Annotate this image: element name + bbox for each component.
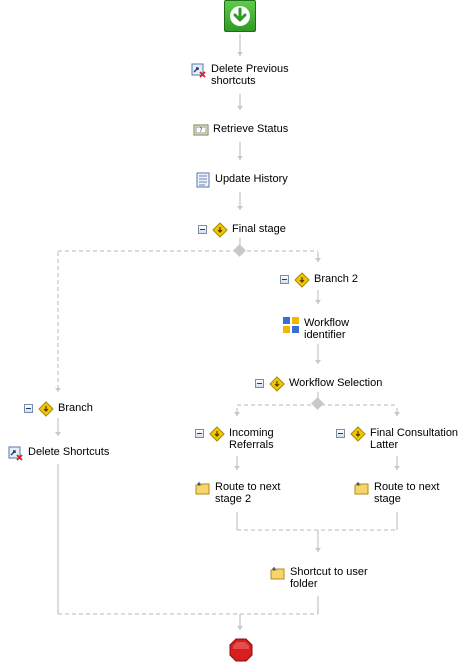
activity-label: Delete Shortcuts: [28, 446, 110, 458]
activity-label: Delete Previous: [211, 63, 289, 75]
history-icon: [196, 172, 210, 188]
collapse-toggle[interactable]: [255, 379, 264, 388]
activity-label: identifier: [304, 329, 346, 341]
collapse-toggle[interactable]: [280, 275, 289, 284]
stop-icon: [229, 638, 253, 662]
activity-label: folder: [290, 578, 318, 590]
activity-label: Route to next: [215, 481, 281, 493]
activity-label: Workflow Selection: [289, 377, 383, 389]
activity-label: Shortcut to user: [290, 566, 368, 578]
decision-icon: [209, 426, 225, 442]
activity-label: stage: [374, 493, 401, 505]
activity-label: shortcuts: [211, 75, 256, 87]
activity-final-consultation-latter[interactable]: Final Consultation Latter: [336, 426, 458, 451]
activity-final-stage[interactable]: Final stage: [198, 222, 286, 238]
decision-icon: [38, 401, 54, 417]
folder-route-icon: [270, 567, 285, 580]
branch-diamond: [311, 397, 324, 410]
activity-delete-previous-shortcuts[interactable]: Delete Previous shortcuts: [191, 62, 289, 87]
folder-route-icon: [195, 482, 210, 495]
status-icon: ?: [193, 124, 209, 136]
activity-update-history[interactable]: Update History: [195, 172, 288, 188]
activity-label: Branch 2: [314, 273, 359, 285]
delete-shortcut-icon: [8, 446, 23, 461]
activity-label: Route to next: [374, 481, 440, 493]
activity-label: Update History: [215, 173, 288, 185]
activity-branch[interactable]: Branch: [24, 401, 93, 417]
activity-label: Incoming: [229, 427, 274, 439]
activity-label: stage 2: [215, 493, 252, 505]
activity-label: Branch: [58, 402, 93, 414]
decision-icon: [269, 376, 285, 392]
svg-text:?: ?: [199, 127, 202, 134]
activity-retrieve-status[interactable]: ? Retrieve Status: [193, 122, 288, 138]
stop-node[interactable]: [229, 638, 253, 662]
delete-shortcut-icon: [191, 63, 206, 78]
decision-icon: [350, 426, 366, 442]
activity-workflow-selection[interactable]: Workflow Selection: [255, 376, 382, 392]
collapse-toggle[interactable]: [198, 225, 207, 234]
collapse-toggle[interactable]: [195, 429, 204, 438]
decision-icon: [294, 272, 310, 288]
activity-route-next-stage-2[interactable]: Route to next stage 2: [195, 480, 280, 505]
activity-label: Workflow: [304, 317, 350, 329]
activity-route-next-stage[interactable]: Route to next stage: [354, 480, 439, 505]
folder-route-icon: [354, 482, 369, 495]
activity-label: Retrieve Status: [213, 123, 289, 135]
activity-label: Referrals: [229, 439, 274, 451]
activity-incoming-referrals[interactable]: Incoming Referrals: [195, 426, 274, 451]
start-node[interactable]: [224, 0, 256, 32]
activity-label: Latter: [370, 439, 399, 451]
collapse-toggle[interactable]: [24, 404, 33, 413]
start-icon: [230, 6, 250, 26]
activity-workflow-identifier[interactable]: Workflow identifier: [282, 316, 349, 341]
activity-label: Final Consultation: [370, 427, 459, 439]
workflow-identifier-icon: [283, 317, 299, 333]
decision-icon: [212, 222, 228, 238]
branch-diamond: [233, 244, 246, 257]
activity-label: Final stage: [232, 223, 286, 235]
activity-delete-shortcuts[interactable]: Delete Shortcuts: [8, 445, 109, 461]
activity-branch-2[interactable]: Branch 2: [280, 272, 358, 288]
activity-shortcut-user-folder[interactable]: Shortcut to user folder: [270, 565, 368, 590]
collapse-toggle[interactable]: [336, 429, 345, 438]
